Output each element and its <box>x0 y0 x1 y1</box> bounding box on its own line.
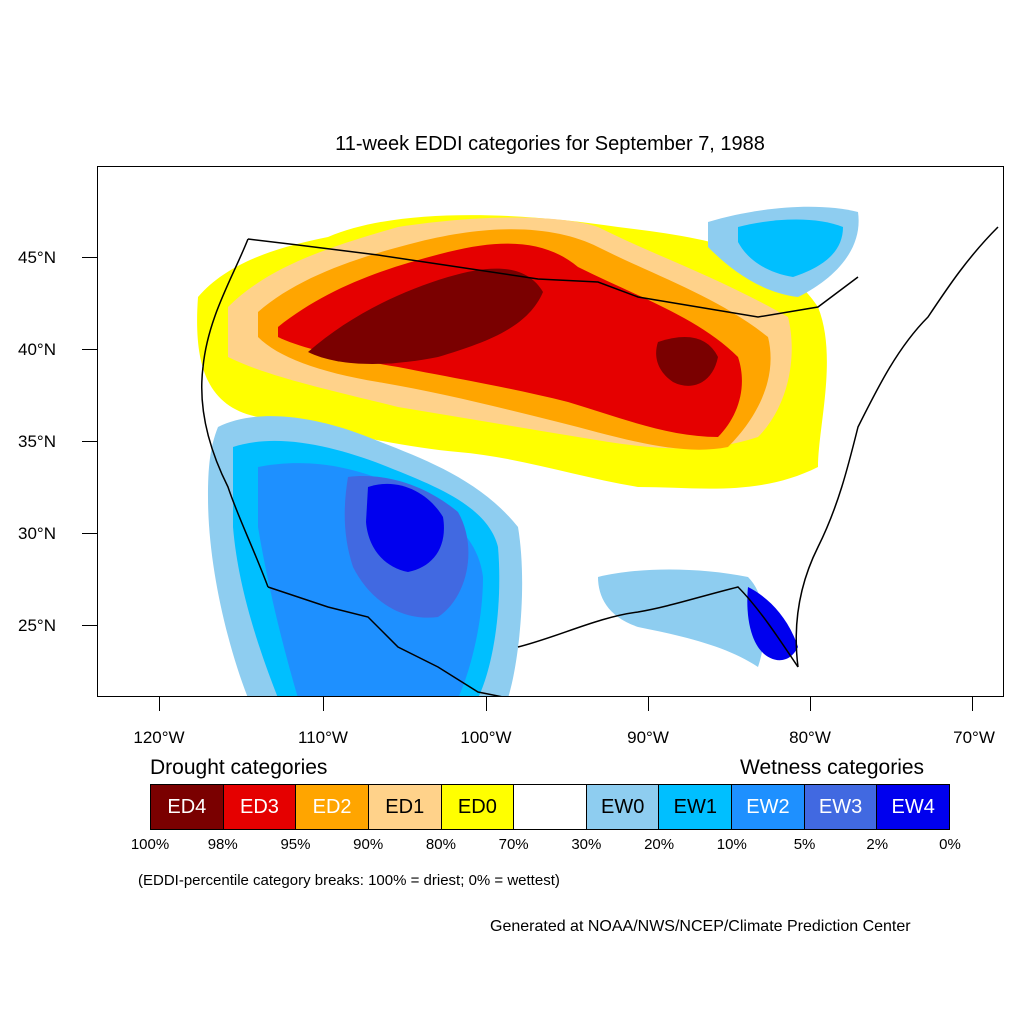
y-tick <box>82 257 97 258</box>
legend-cell-ew2: EW2 <box>732 785 805 829</box>
legend-cell-ed1: ED1 <box>368 785 442 829</box>
legend-cell-ed4: ED4 <box>151 785 224 829</box>
x-tick <box>159 697 160 711</box>
us-mexico-border <box>267 586 502 696</box>
x-tick <box>810 697 811 711</box>
x-tick <box>486 697 487 711</box>
x-tick-label: 70°W <box>953 728 995 747</box>
y-tick-label: 30°N <box>18 524 56 543</box>
us-border-north <box>247 238 859 318</box>
legend-break-label: 80% <box>425 836 456 853</box>
wetness-fields <box>208 206 859 696</box>
y-tick <box>82 441 97 442</box>
legend-cell-ew4: EW4 <box>877 785 950 829</box>
east-coast <box>795 226 999 668</box>
x-tick <box>648 697 649 711</box>
legend-break-label: 20% <box>644 836 675 853</box>
legend-break-label: 2% <box>866 836 889 853</box>
x-tick <box>972 697 973 711</box>
legend-break-label: 95% <box>280 836 311 853</box>
ew1-region-ne <box>738 219 843 277</box>
legend-cell-ed0: ED0 <box>441 785 515 829</box>
y-tick <box>82 533 97 534</box>
legend-note: (EDDI-percentile category breaks: 100% =… <box>138 872 560 889</box>
ed4-region-west <box>308 268 543 364</box>
credit-text: Generated at NOAA/NWS/NCEP/Climate Predi… <box>490 918 911 935</box>
legend-break-label: 98% <box>207 836 238 853</box>
x-tick-label: 110°W <box>298 728 348 747</box>
x-tick-label: 100°W <box>460 728 512 747</box>
ew4-region-sw <box>366 483 444 572</box>
y-tick <box>82 349 97 350</box>
us-west-coast <box>200 238 269 588</box>
map-title: 11-week EDDI categories for September 7,… <box>335 133 765 155</box>
legend-cell-neutral <box>514 785 587 829</box>
legend-cell-ew3: EW3 <box>804 785 878 829</box>
legend-breaks: 100% 98% 95% 90% 80% 70% 30% 20% 10% 5% 2% 0% <box>0 836 1024 856</box>
x-tick-label: 120°W <box>133 728 185 747</box>
ew4-region-fl <box>747 587 798 661</box>
legend-cell-ew1: EW1 <box>659 785 733 829</box>
legend-break-label: 5% <box>793 836 816 853</box>
drought-heading: Drought categories <box>150 756 328 779</box>
x-tick-label: 80°W <box>789 728 831 747</box>
legend-break-label: 30% <box>571 836 602 853</box>
map-panel <box>97 166 1004 697</box>
ew0-region-gulf <box>598 569 765 667</box>
legend-colorbar: ED4 ED3 ED2 ED1 ED0 EW0 EW1 EW2 EW3 EW4 <box>150 784 950 830</box>
legend-cell-ed2: ED2 <box>296 785 369 829</box>
legend-break-label: 100% <box>130 836 170 853</box>
y-tick-label: 45°N <box>18 248 56 267</box>
y-tick-label: 40°N <box>18 340 56 359</box>
legend-break-label: 90% <box>353 836 384 853</box>
legend-cell-ed3: ED3 <box>223 785 297 829</box>
ed4-region-ne <box>656 337 718 386</box>
eddi-map <box>197 206 999 696</box>
legend-break-label: 0% <box>939 836 961 853</box>
legend-break-label: 70% <box>498 836 529 853</box>
x-tick <box>323 697 324 711</box>
x-tick-label: 90°W <box>627 728 669 747</box>
wetness-heading: Wetness categories <box>740 756 925 779</box>
boundaries <box>200 226 999 696</box>
y-tick-label: 35°N <box>18 432 56 451</box>
y-tick-label: 25°N <box>18 616 56 635</box>
legend-break-label: 10% <box>716 836 747 853</box>
gulf-coast <box>517 586 799 668</box>
y-tick <box>82 625 97 626</box>
legend-cell-ew0: EW0 <box>586 785 660 829</box>
